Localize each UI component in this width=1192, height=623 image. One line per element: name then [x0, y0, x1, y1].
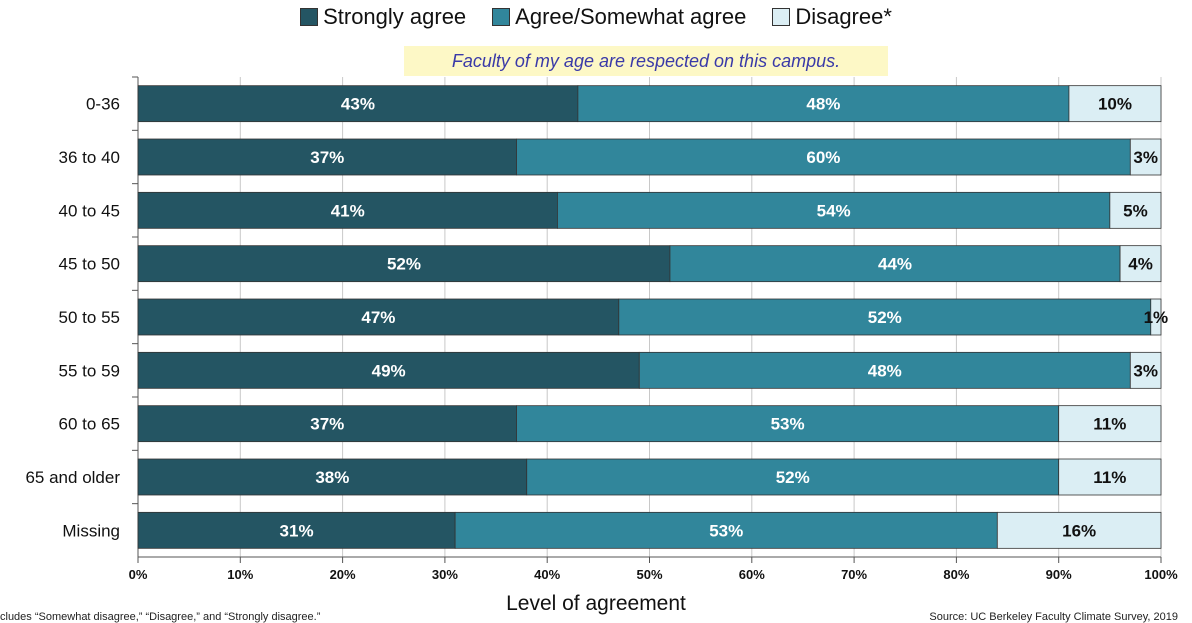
data-label: 48%: [806, 95, 840, 114]
x-tick-label: 40%: [534, 567, 560, 582]
data-label: 3%: [1133, 148, 1158, 167]
x-tick-label: 100%: [1144, 567, 1178, 582]
data-label: 37%: [310, 415, 344, 434]
x-tick-label: 50%: [636, 567, 662, 582]
x-tick-label: 80%: [943, 567, 969, 582]
data-label: 11%: [1093, 468, 1126, 487]
x-tick-label: 70%: [841, 567, 867, 582]
data-label: 47%: [361, 308, 395, 327]
x-tick-label: 10%: [227, 567, 253, 582]
y-category-label: 50 to 55: [59, 308, 120, 327]
data-label: 52%: [387, 255, 421, 274]
y-category-label: Missing: [62, 521, 120, 540]
data-label: 41%: [331, 201, 365, 220]
data-label: 60%: [806, 148, 840, 167]
data-label: 3%: [1133, 361, 1158, 380]
x-tick-label: 30%: [432, 567, 458, 582]
data-label: 43%: [341, 95, 375, 114]
footnote: cludes “Somewhat disagree,” “Disagree,” …: [0, 611, 320, 623]
x-tick-label: 0%: [129, 567, 148, 582]
data-label: 4%: [1128, 255, 1153, 274]
y-category-label: 36 to 40: [59, 148, 120, 167]
data-label: 48%: [868, 361, 902, 380]
data-label: 5%: [1123, 201, 1148, 220]
y-category-label: 40 to 45: [59, 201, 120, 220]
data-label: 1%: [1144, 308, 1169, 327]
x-tick-label: 90%: [1046, 567, 1072, 582]
x-tick-label: 20%: [330, 567, 356, 582]
y-category-label: 55 to 59: [59, 361, 120, 380]
data-label: 31%: [280, 521, 314, 540]
source-note: Source: UC Berkeley Faculty Climate Surv…: [929, 611, 1178, 623]
data-label: 16%: [1062, 521, 1096, 540]
data-label: 53%: [771, 415, 805, 434]
y-category-label: 65 and older: [25, 468, 120, 487]
data-label: 11%: [1093, 415, 1126, 434]
data-label: 10%: [1098, 95, 1132, 114]
x-tick-label: 60%: [739, 567, 765, 582]
data-label: 54%: [817, 201, 851, 220]
y-category-label: 45 to 50: [59, 255, 120, 274]
y-category-label: 60 to 65: [59, 415, 120, 434]
y-category-label: 0-36: [86, 95, 120, 114]
data-label: 44%: [878, 255, 912, 274]
data-label: 52%: [776, 468, 810, 487]
data-label: 38%: [315, 468, 349, 487]
data-label: 53%: [709, 521, 743, 540]
data-label: 52%: [868, 308, 902, 327]
data-label: 37%: [310, 148, 344, 167]
data-label: 49%: [372, 361, 406, 380]
